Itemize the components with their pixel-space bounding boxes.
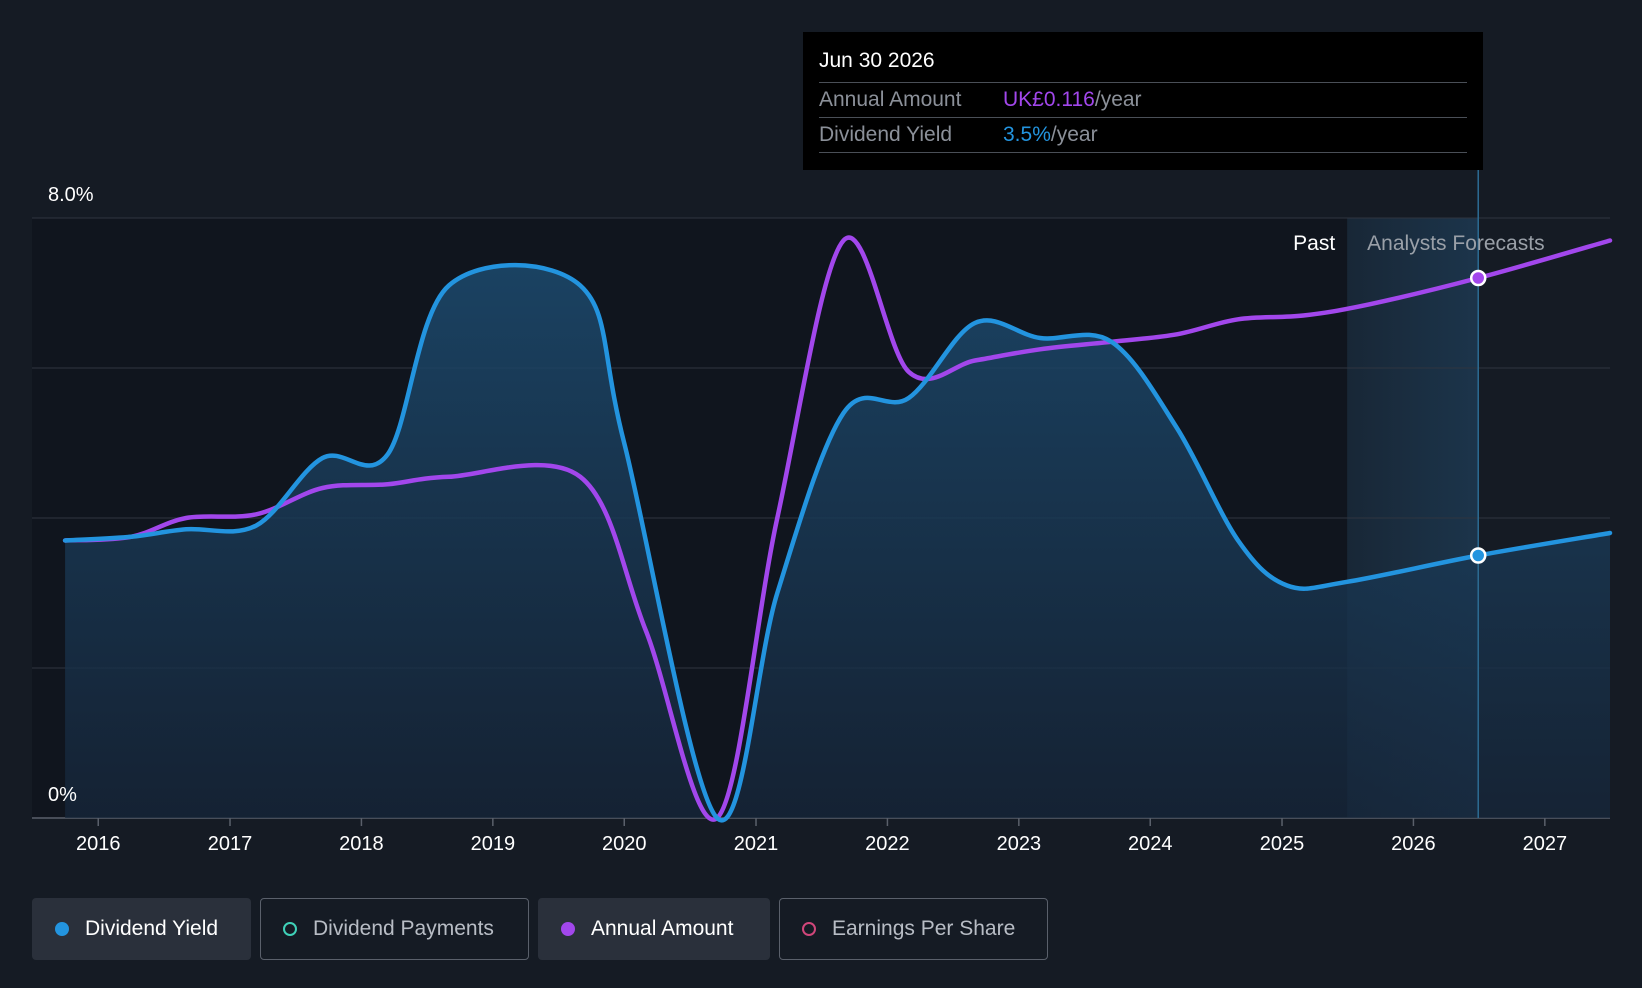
x-tick-label: 2020 xyxy=(602,833,647,855)
annual-amount-marker xyxy=(1469,269,1487,287)
series-layer xyxy=(62,235,1613,823)
dividend-yield-dot-icon xyxy=(55,922,69,936)
legend-earnings-per-share-label: Earnings Per Share xyxy=(832,917,1016,940)
tooltip-dividend-yield-label: Dividend Yield xyxy=(819,123,953,146)
dividend-yield-area xyxy=(65,265,1611,821)
y-axis-label-top: 8.0% xyxy=(48,184,94,206)
y-axis-label-bottom: 0% xyxy=(48,784,77,806)
x-tick-label: 2018 xyxy=(339,833,384,855)
x-tick-label: 2016 xyxy=(76,833,121,855)
dividend-payments-ring-icon xyxy=(283,922,297,936)
legend-earnings-per-share[interactable]: Earnings Per Share xyxy=(779,898,1048,960)
legend: Dividend Yield Dividend Payments Annual … xyxy=(32,898,1048,960)
dividend-yield-line xyxy=(62,262,1613,823)
dividend-yield-marker xyxy=(1469,547,1487,564)
earnings-per-share-ring-icon xyxy=(802,922,816,936)
tooltip-dividend-yield-unit: /year xyxy=(1050,123,1098,146)
forecast-label: Analysts Forecasts xyxy=(1367,232,1544,255)
annual-amount-line xyxy=(62,235,1613,822)
x-tick-label: 2024 xyxy=(1128,833,1173,855)
x-tick-label: 2027 xyxy=(1523,833,1568,855)
tooltip-date: Jun 30 2026 xyxy=(819,49,935,72)
legend-dividend-payments-label: Dividend Payments xyxy=(313,917,494,940)
legend-annual-amount[interactable]: Annual Amount xyxy=(538,898,770,960)
highlight-markers xyxy=(1469,269,1487,564)
x-tick-label: 2023 xyxy=(997,833,1042,855)
x-tick-label: 2017 xyxy=(208,833,253,855)
legend-annual-amount-label: Annual Amount xyxy=(591,917,734,940)
x-tick-label: 2021 xyxy=(734,833,779,855)
x-tick-label: 2026 xyxy=(1391,833,1436,855)
x-tick-label: 2019 xyxy=(471,833,516,855)
past-label: Past xyxy=(1293,232,1335,255)
tooltip-annual-amount-value: UK£0.116 xyxy=(1003,88,1095,111)
tooltip-annual-amount-label: Annual Amount xyxy=(819,88,962,111)
x-tick-label: 2022 xyxy=(865,833,910,855)
tooltip-dividend-yield-value: 3.5% xyxy=(1003,123,1051,146)
tooltip-row-dividend-yield: Dividend Yield 3.5% /year xyxy=(819,117,1467,153)
tooltip-row-annual-amount: Annual Amount UK£0.116 /year xyxy=(819,82,1467,117)
x-axis: 2016 2017 2018 2019 2020 2021 2022 2023 2024 2025… xyxy=(76,818,1567,855)
legend-dividend-payments[interactable]: Dividend Payments xyxy=(260,898,529,960)
tooltip-annual-amount-unit: /year xyxy=(1094,88,1142,111)
dividend-chart: 2016 2017 2018 2019 2020 2021 2022 2023 2024 2025… xyxy=(32,168,1613,855)
tooltip: Jun 30 2026 Annual Amount UK£0.116 /year… xyxy=(803,32,1483,170)
legend-dividend-yield-label: Dividend Yield xyxy=(85,917,219,940)
legend-dividend-yield[interactable]: Dividend Yield xyxy=(32,898,251,960)
annual-amount-dot-icon xyxy=(561,922,575,936)
x-tick-label: 2025 xyxy=(1260,833,1305,855)
